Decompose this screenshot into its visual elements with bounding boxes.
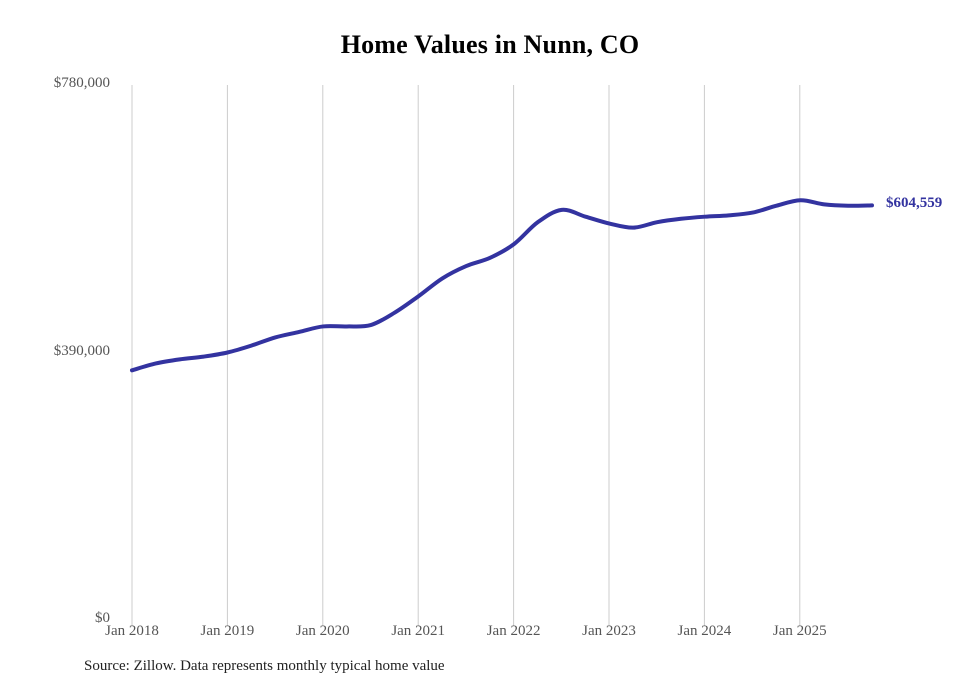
x-tick-label: Jan 2021	[391, 623, 446, 639]
x-tick-label: Jan 2018	[105, 623, 159, 639]
chart-title: Home Values in Nunn, CO	[340, 30, 640, 59]
gridlines	[131, 85, 801, 626]
y-tick-label: $390,000	[53, 342, 110, 359]
x-tick-label: Jan 2020	[295, 623, 350, 639]
x-tick-label: Jan 2022	[486, 623, 541, 639]
y-tick-label: $780,000	[53, 75, 110, 91]
value-line	[130, 198, 874, 373]
x-tick-label: Jan 2023	[582, 623, 636, 639]
x-tick-label: Jan 2025	[772, 623, 827, 639]
end-value-label: $604,559	[886, 195, 943, 212]
source-note: Source: Zillow. Data represents monthly …	[84, 658, 445, 674]
x-tick-label: Jan 2024	[677, 623, 732, 639]
y-tick-label: $0	[95, 610, 110, 626]
x-tick-label: Jan 2019	[200, 623, 255, 639]
